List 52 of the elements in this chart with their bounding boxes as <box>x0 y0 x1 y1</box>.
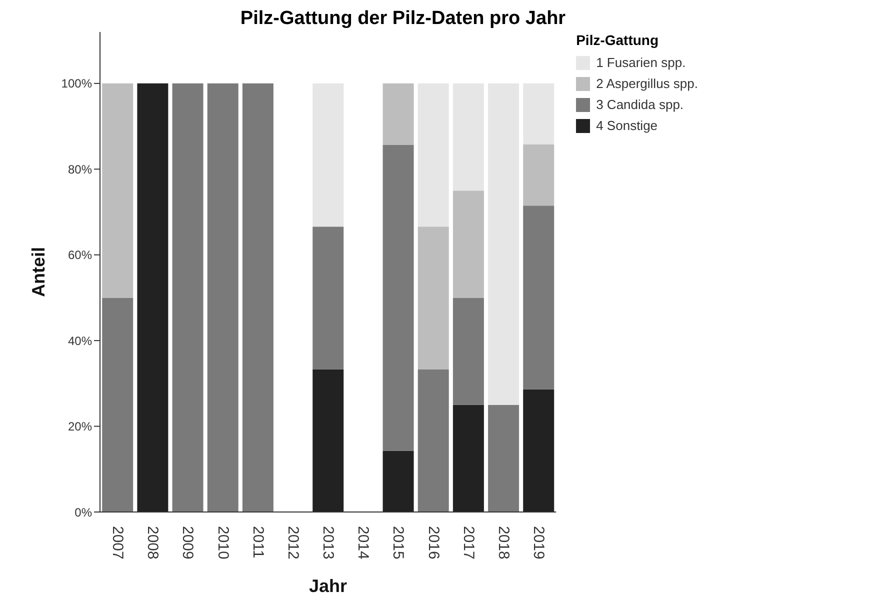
bar <box>523 389 554 512</box>
x-tick-label: 2009 <box>179 526 196 560</box>
bar <box>523 206 554 390</box>
legend-label: 3 Candida spp. <box>595 96 685 114</box>
x-tick-label: 2011 <box>249 526 266 558</box>
bar <box>382 83 414 145</box>
x-tick-label: 2016 <box>424 526 442 560</box>
y-tick-label: 60% <box>68 248 92 262</box>
y-tick-label: 40% <box>68 334 92 348</box>
bar <box>312 369 344 512</box>
bar <box>452 83 484 191</box>
chart-title: Pilz-Gattung der Pilz-Daten pro Jahr <box>239 8 567 30</box>
bar <box>242 83 274 512</box>
bar <box>137 83 168 512</box>
bar <box>418 83 449 227</box>
bar <box>312 83 344 227</box>
bar <box>382 144 414 451</box>
legend-title: Pilz-Gattung <box>576 32 660 48</box>
y-axis-title: Anteil <box>28 246 48 298</box>
bar <box>523 83 554 144</box>
x-tick-label: 2013 <box>320 526 337 560</box>
x-tick-label: 2012 <box>284 526 302 560</box>
x-tick-label: 2007 <box>109 526 126 560</box>
y-tick-label: 0% <box>74 505 92 520</box>
bar <box>312 226 344 370</box>
x-tick-label: 2008 <box>144 526 162 560</box>
y-tick-label: 80% <box>68 162 92 176</box>
bar <box>418 369 449 512</box>
bar <box>452 404 484 512</box>
x-tick-label: 2018 <box>494 526 512 560</box>
bar <box>102 298 134 512</box>
x-tick-label: 2019 <box>530 526 548 560</box>
bar <box>452 190 484 298</box>
x-tick-label: 2014 <box>354 526 372 560</box>
bar <box>488 83 520 405</box>
bar <box>102 83 134 298</box>
bar <box>452 298 484 405</box>
legend-label: 1 Fusarien spp. <box>595 54 687 72</box>
bar <box>523 144 554 206</box>
x-axis-title: Jahr <box>309 576 348 596</box>
x-tick-label: 2017 <box>460 526 477 560</box>
legend-label: 2 Aspergillus spp. <box>595 75 698 93</box>
y-tick-label: 100% <box>61 76 92 91</box>
x-tick-label: 2015 <box>390 526 407 560</box>
bar <box>207 83 238 512</box>
x-tick-label: 2010 <box>214 526 232 560</box>
bar <box>172 83 204 512</box>
bar <box>382 450 414 512</box>
bar <box>418 226 449 370</box>
y-tick-label: 20% <box>68 420 92 434</box>
legend-label: 4 Sonstige <box>595 117 659 135</box>
bar <box>488 404 520 512</box>
